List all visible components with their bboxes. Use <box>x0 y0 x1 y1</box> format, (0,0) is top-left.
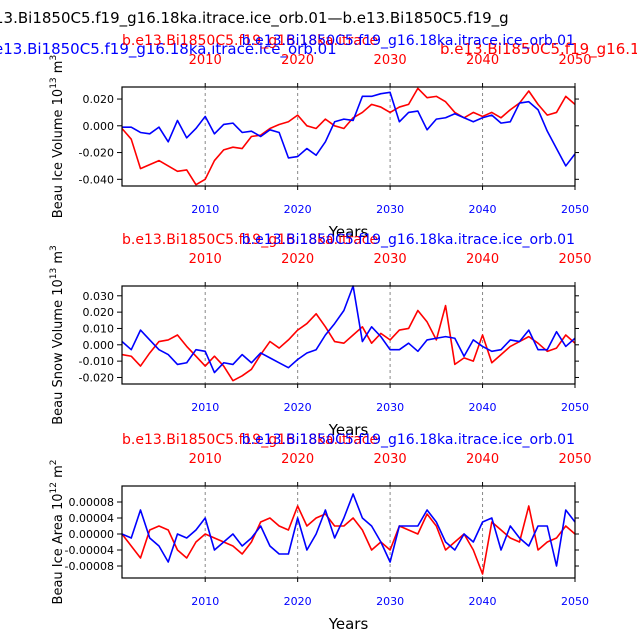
bottom-xtick-label: 2010 <box>191 203 219 216</box>
top-xtick-label: 2030 <box>374 53 407 68</box>
y-axis-label-unit-exp: 2 <box>49 460 59 466</box>
top-xtick-label: 2040 <box>466 53 499 68</box>
header-line2-red: b.e13.Bi1850C5.f19_g16.18ka.itrace <box>440 40 637 59</box>
series-line-red <box>121 304 576 382</box>
top-xtick-label: 2050 <box>558 252 591 267</box>
axis-frame <box>121 485 576 579</box>
axis-frame <box>121 86 576 187</box>
top-xtick-label: 2020 <box>281 53 314 68</box>
ytick-label: 0.010 <box>83 322 115 335</box>
top-xtick-label: 2030 <box>374 252 407 267</box>
y-axis-label-text: Beau Ice Area 10 <box>51 494 66 605</box>
ytick-label: -0.040 <box>79 173 114 186</box>
axis-frame <box>121 285 576 385</box>
bottom-xtick-label: 2040 <box>469 595 497 608</box>
y-axis-label-exp: 12 <box>49 482 59 493</box>
plots: b.e13.Bi1850C5.f19_g16.18ka.itraceb.e13.… <box>49 33 592 633</box>
ytick-label: 0.020 <box>83 306 115 319</box>
top-xtick-label: 2010 <box>189 452 222 467</box>
top-xtick-label: 2050 <box>558 452 591 467</box>
ytick-label: -0.010 <box>79 355 114 368</box>
bottom-xtick-label: 2050 <box>561 401 589 414</box>
bottom-xtick-label: 2020 <box>284 203 312 216</box>
ytick-label: 0.000 <box>83 339 115 352</box>
series-line-blue <box>121 493 576 567</box>
y-axis-label-unit: m <box>51 465 66 482</box>
chart-title-red: b.e13.Bi1850C5.f19_g16.18ka.itrace <box>122 232 378 248</box>
bottom-xtick-label: 2050 <box>561 203 589 216</box>
y-axis-label-unit-exp: 3 <box>49 55 59 61</box>
panel-snow-volume: b.e13.Bi1850C5.f19_g16.18ka.itraceb.e13.… <box>49 232 592 439</box>
x-axis-label: Years <box>328 615 369 633</box>
x-axis-label: Years <box>328 223 369 241</box>
y-axis-label-text: Beau Snow Volume 10 <box>51 279 66 425</box>
bottom-xtick-label: 2040 <box>469 401 497 414</box>
ytick-label: -0.020 <box>79 371 114 384</box>
header-line1: 13.Bi1850C5.f19_g16.18ka.itrace.ice_orb.… <box>0 9 509 28</box>
ytick-label: 0.020 <box>83 93 115 106</box>
header-line2-blue: e13.Bi1850C5.f19_g16.18ka.itrace.ice_orb… <box>0 40 337 59</box>
x-axis-label: Years <box>328 421 369 439</box>
bottom-xtick-label: 2030 <box>376 595 404 608</box>
bottom-xtick-label: 2010 <box>191 401 219 414</box>
ytick-label: 0.00004 <box>69 512 115 525</box>
chart-title-red: b.e13.Bi1850C5.f19_g16.18ka.itrace <box>122 432 378 448</box>
bottom-xtick-label: 2020 <box>284 401 312 414</box>
bottom-xtick-label: 2020 <box>284 595 312 608</box>
y-axis-label-exp: 13 <box>49 77 59 88</box>
y-axis-label: Beau Ice Volume 1013 m3 <box>49 55 66 218</box>
bottom-xtick-label: 2030 <box>376 401 404 414</box>
panel-ice-area: b.e13.Bi1850C5.f19_g16.18ka.itraceb.e13.… <box>49 432 592 633</box>
chart-title-blue: b.e13.Bi1850C5.f19_g16.18ka.itrace.ice_o… <box>242 432 575 448</box>
top-xtick-label: 2040 <box>466 252 499 267</box>
y-axis-label: Beau Snow Volume 1013 m3 <box>49 245 66 424</box>
top-xtick-label: 2010 <box>189 252 222 267</box>
ytick-label: 0.000 <box>83 120 115 133</box>
y-axis-label-text: Beau Ice Volume 10 <box>51 89 66 218</box>
y-axis-label-exp: 13 <box>49 268 59 279</box>
series-line-red <box>121 505 576 575</box>
top-xtick-label: 2020 <box>281 252 314 267</box>
ytick-label: -0.00008 <box>65 560 114 573</box>
ytick-label: 0.00000 <box>69 528 115 541</box>
series-line-red <box>121 87 576 186</box>
bottom-xtick-label: 2040 <box>469 203 497 216</box>
bottom-xtick-label: 2050 <box>561 595 589 608</box>
y-axis-label: Beau Ice Area 1012 m2 <box>49 460 66 605</box>
chart-title-red: b.e13.Bi1850C5.f19_g16.18ka.itrace <box>122 33 378 49</box>
series-line-blue <box>121 285 576 374</box>
chart-title-blue: b.e13.Bi1850C5.f19_g16.18ka.itrace.ice_o… <box>242 232 575 248</box>
y-axis-label-unit: m <box>51 61 66 78</box>
ytick-label: -0.020 <box>79 147 114 160</box>
chart-title-blue: b.e13.Bi1850C5.f19_g16.18ka.itrace.ice_o… <box>242 33 575 49</box>
top-xtick-label: 2010 <box>189 53 222 68</box>
top-xtick-label: 2040 <box>466 452 499 467</box>
y-axis-label-unit: m <box>51 251 66 268</box>
top-xtick-label: 2050 <box>558 53 591 68</box>
top-xtick-label: 2020 <box>281 452 314 467</box>
bottom-xtick-label: 2010 <box>191 595 219 608</box>
y-axis-label-unit-exp: 3 <box>49 245 59 251</box>
ytick-label: -0.00004 <box>65 544 114 557</box>
panel-ice-volume: b.e13.Bi1850C5.f19_g16.18ka.itraceb.e13.… <box>49 33 592 241</box>
top-xtick-label: 2030 <box>374 452 407 467</box>
ytick-label: 0.00008 <box>69 496 115 509</box>
bottom-xtick-label: 2030 <box>376 203 404 216</box>
series-line-blue <box>122 91 576 167</box>
ytick-label: 0.030 <box>83 290 115 303</box>
